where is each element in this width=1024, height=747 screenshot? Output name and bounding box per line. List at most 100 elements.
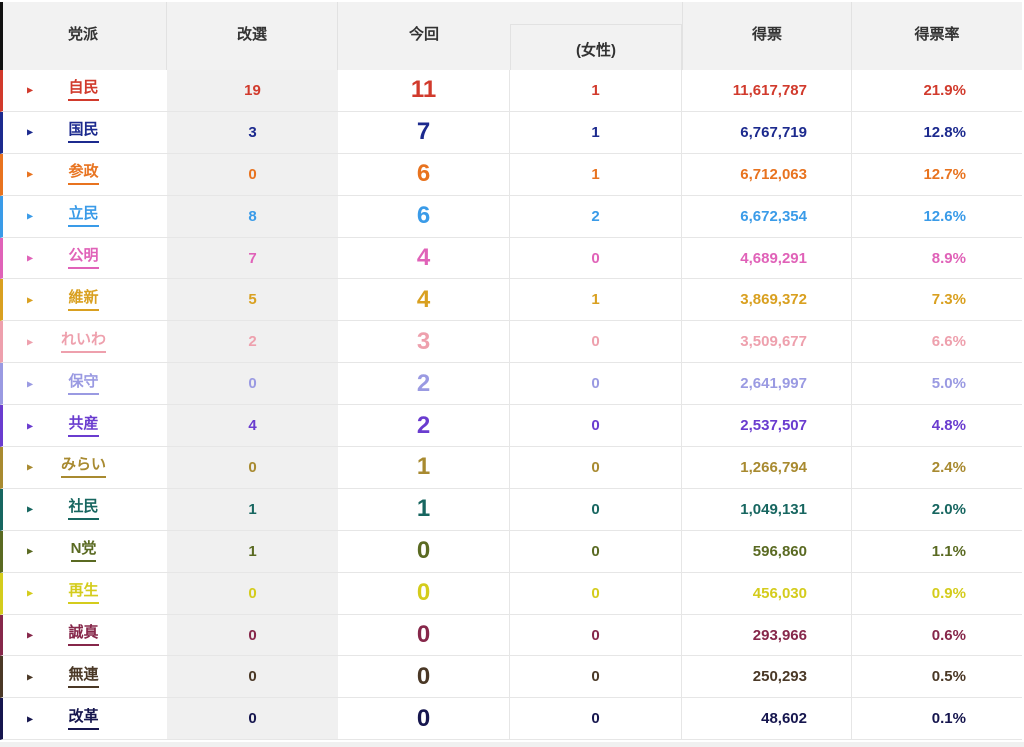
expand-triangle-icon[interactable]: ▶: [27, 588, 34, 598]
expand-triangle-icon[interactable]: ▶: [27, 546, 34, 556]
expand-triangle-icon[interactable]: ▶: [27, 462, 34, 472]
vote-rate-cell: 0.9%: [931, 584, 966, 602]
up-for-election-cell: 0: [167, 153, 338, 195]
vote-rate-cell: 12.7%: [923, 165, 966, 183]
expand-triangle-icon[interactable]: ▶: [27, 504, 34, 514]
party-cell: ▶ 共産: [0, 405, 167, 446]
vote-rate-cell: 1.1%: [931, 542, 966, 560]
expand-triangle-icon[interactable]: ▶: [27, 421, 34, 431]
up-for-election-cell: 8: [167, 195, 338, 237]
expand-triangle-icon[interactable]: ▶: [27, 169, 34, 179]
table-row[interactable]: ▶ 保守 0 2 0 2,641,997 5.0%: [0, 363, 1022, 406]
party-link[interactable]: 保守: [68, 373, 99, 395]
expand-triangle-icon[interactable]: ▶: [27, 85, 34, 95]
expand-triangle-icon[interactable]: ▶: [27, 672, 34, 682]
table-row[interactable]: ▶ 共産 4 2 0 2,537,507 4.8%: [0, 405, 1022, 448]
table-row[interactable]: ▶ 自民 19 11 1 11,617,787 21.9%: [0, 70, 1022, 112]
party-link[interactable]: 再生: [68, 582, 99, 605]
votes-cell: 6,767,719: [682, 111, 852, 153]
party-link[interactable]: みらい: [60, 456, 106, 479]
party-link[interactable]: 共産: [68, 415, 99, 437]
table-row[interactable]: ▶ 誠真 0 0 0 293,966 0.6%: [0, 614, 1022, 657]
party-link[interactable]: 立民: [68, 205, 99, 228]
table-row[interactable]: ▶ 国民 3 7 1 6,767,719 12.8%: [0, 111, 1022, 154]
votes-cell: 4,689,291: [682, 237, 852, 279]
party-link[interactable]: 改革: [68, 708, 99, 730]
expand-triangle-icon[interactable]: ▶: [27, 127, 34, 137]
vote-rate-cell: 12.8%: [923, 123, 966, 141]
women-seats-cell: 0: [510, 614, 682, 656]
vote-rate-cell: 5.0%: [931, 375, 966, 393]
header-up-for-election: 改選: [167, 2, 338, 70]
up-for-election-cell: 5: [167, 279, 338, 321]
party-cell: ▶ 維新: [0, 279, 167, 320]
votes-cell: 3,869,372: [682, 279, 852, 321]
up-for-election-cell: 1: [167, 488, 338, 530]
table-row[interactable]: ▶ 立民 8 6 2 6,672,354 12.6%: [0, 195, 1022, 238]
party-link[interactable]: 参政: [68, 163, 99, 186]
party-cell: ▶ 社民: [0, 489, 167, 530]
table-row[interactable]: ▶ 無連 0 0 0 250,293 0.5%: [0, 656, 1022, 699]
current-seats-cell: 0: [338, 572, 510, 614]
current-seats-cell: 7: [338, 111, 510, 153]
table-row[interactable]: ▶ 改革 0 0 0 48,602 0.1%: [0, 698, 1022, 741]
table-row[interactable]: ▶ 参政 0 6 1 6,712,063 12.7%: [0, 153, 1022, 196]
women-seats-cell: 1: [510, 279, 682, 321]
current-seats-cell: 1: [338, 488, 510, 530]
up-for-election-cell: 0: [167, 572, 338, 614]
table-row[interactable]: ▶ 維新 5 4 1 3,869,372 7.3%: [0, 279, 1022, 322]
up-for-election-cell: 0: [167, 698, 338, 740]
party-link[interactable]: 維新: [68, 289, 99, 311]
up-for-election-cell: 3: [167, 111, 338, 153]
up-for-election-cell: 0: [167, 363, 338, 405]
women-seats-cell: 0: [510, 321, 682, 363]
table-header: 党派 改選 今回 (女性) 得票 得票率: [0, 2, 1022, 70]
vote-rate-cell: 21.9%: [923, 81, 966, 99]
party-link[interactable]: 国民: [68, 121, 99, 144]
expand-triangle-icon[interactable]: ▶: [27, 337, 34, 347]
table-row[interactable]: ▶ みらい 0 1 0 1,266,794 2.4%: [0, 447, 1022, 489]
vote-rate-cell: 7.3%: [931, 291, 966, 309]
expand-triangle-icon[interactable]: ▶: [27, 253, 34, 263]
vote-rate-cell: 12.6%: [923, 207, 966, 225]
vote-rate-cell: 0.1%: [931, 710, 966, 728]
table-row[interactable]: ▶ 公明 7 4 0 4,689,291 8.9%: [0, 237, 1022, 280]
expand-triangle-icon[interactable]: ▶: [27, 379, 34, 389]
votes-cell: 3,509,677: [682, 321, 852, 363]
table-row[interactable]: ▶ 再生 0 0 0 456,030 0.9%: [0, 572, 1022, 615]
table-row[interactable]: ▶ N党 1 0 0 596,860 1.1%: [0, 530, 1022, 573]
women-seats-cell: 2: [510, 195, 682, 237]
party-link[interactable]: N党: [70, 540, 97, 563]
women-seats-cell: 0: [510, 572, 682, 614]
expand-triangle-icon[interactable]: ▶: [27, 211, 34, 221]
party-cell: ▶ 再生: [0, 573, 167, 614]
votes-cell: 1,049,131: [682, 488, 852, 530]
current-seats-cell: 6: [338, 195, 510, 237]
up-for-election-cell: 1: [167, 530, 338, 572]
table-row[interactable]: ▶ 社民 1 1 0 1,049,131 2.0%: [0, 488, 1022, 531]
expand-triangle-icon[interactable]: ▶: [27, 295, 34, 305]
party-link[interactable]: 社民: [68, 498, 99, 521]
current-seats-cell: 0: [338, 530, 510, 572]
header-women: (女性): [510, 24, 682, 70]
expand-triangle-icon[interactable]: ▶: [27, 630, 34, 640]
women-seats-cell: 1: [510, 111, 682, 153]
current-seats-cell: 4: [338, 279, 510, 321]
party-cell: ▶ 立民: [0, 196, 167, 237]
header-current: 今回: [408, 25, 439, 43]
party-link[interactable]: 誠真: [68, 624, 99, 647]
women-seats-cell: 0: [510, 363, 682, 405]
votes-cell: 1,266,794: [682, 447, 852, 488]
party-link[interactable]: れいわ: [60, 331, 106, 353]
current-seats-cell: 6: [338, 153, 510, 195]
party-link[interactable]: 無連: [68, 666, 99, 688]
party-cell: ▶ 国民: [0, 112, 167, 153]
vote-rate-cell: 4.8%: [931, 417, 966, 435]
party-link[interactable]: 公明: [68, 247, 99, 269]
expand-triangle-icon[interactable]: ▶: [27, 714, 34, 724]
party-link[interactable]: 自民: [68, 79, 99, 102]
table-footer-bar: [0, 742, 1024, 747]
current-seats-cell: 1: [338, 447, 510, 488]
table-row[interactable]: ▶ れいわ 2 3 0 3,509,677 6.6%: [0, 321, 1022, 364]
votes-cell: 6,672,354: [682, 195, 852, 237]
